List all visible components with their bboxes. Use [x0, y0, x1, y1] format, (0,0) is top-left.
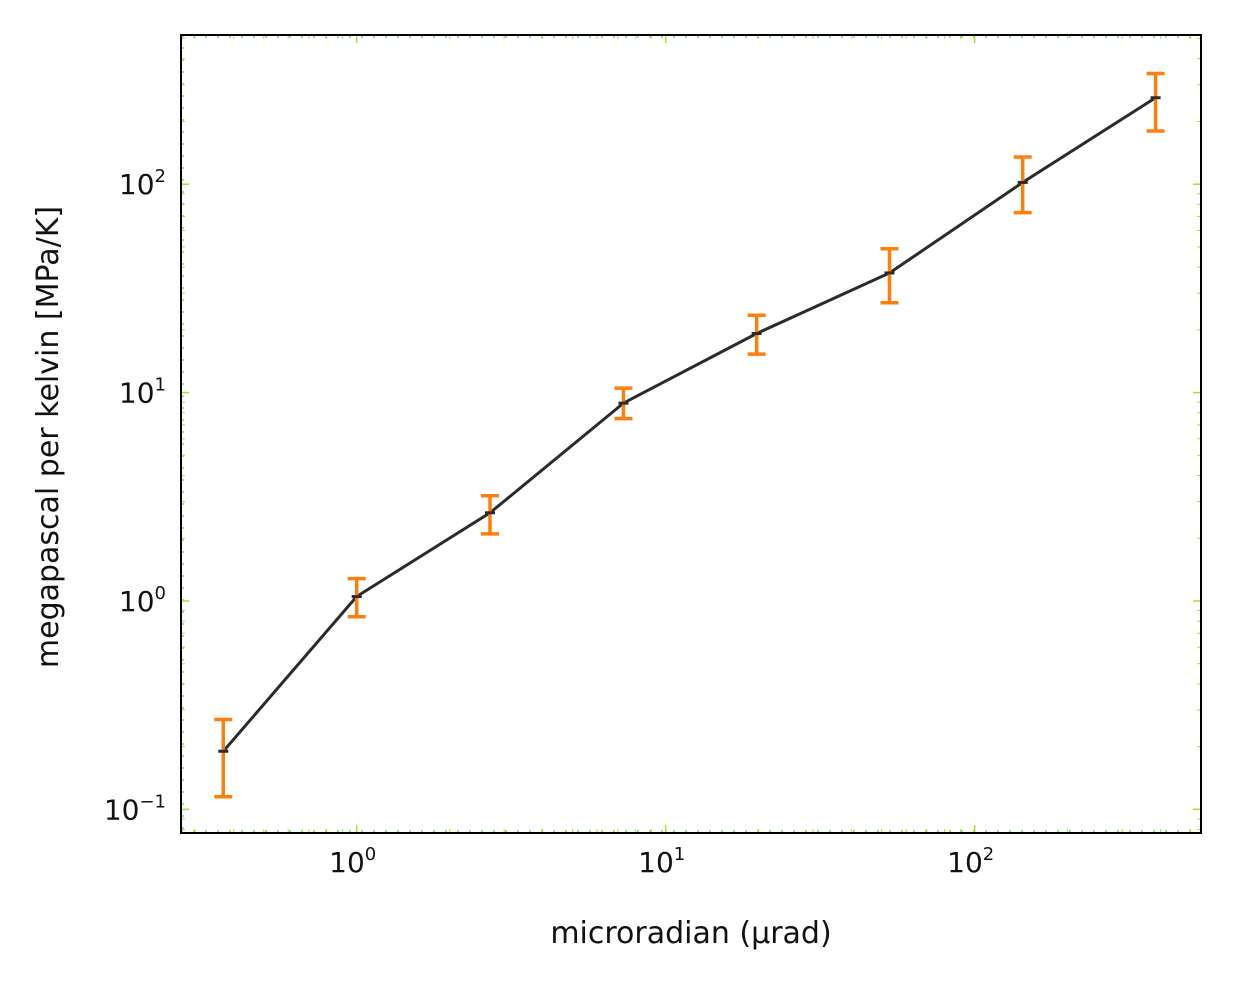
x-axis-label: microradian (μrad): [550, 916, 831, 951]
grid: [181, 35, 1201, 833]
y-tick-label: 10−1: [104, 791, 166, 826]
y-tick-label: 101: [119, 375, 166, 410]
series-line: [222, 96, 1157, 753]
y-axis-label: megapascal per kelvin [MPa/K]: [31, 206, 66, 668]
plot-frame: [180, 34, 1202, 834]
series: [214, 71, 1165, 799]
